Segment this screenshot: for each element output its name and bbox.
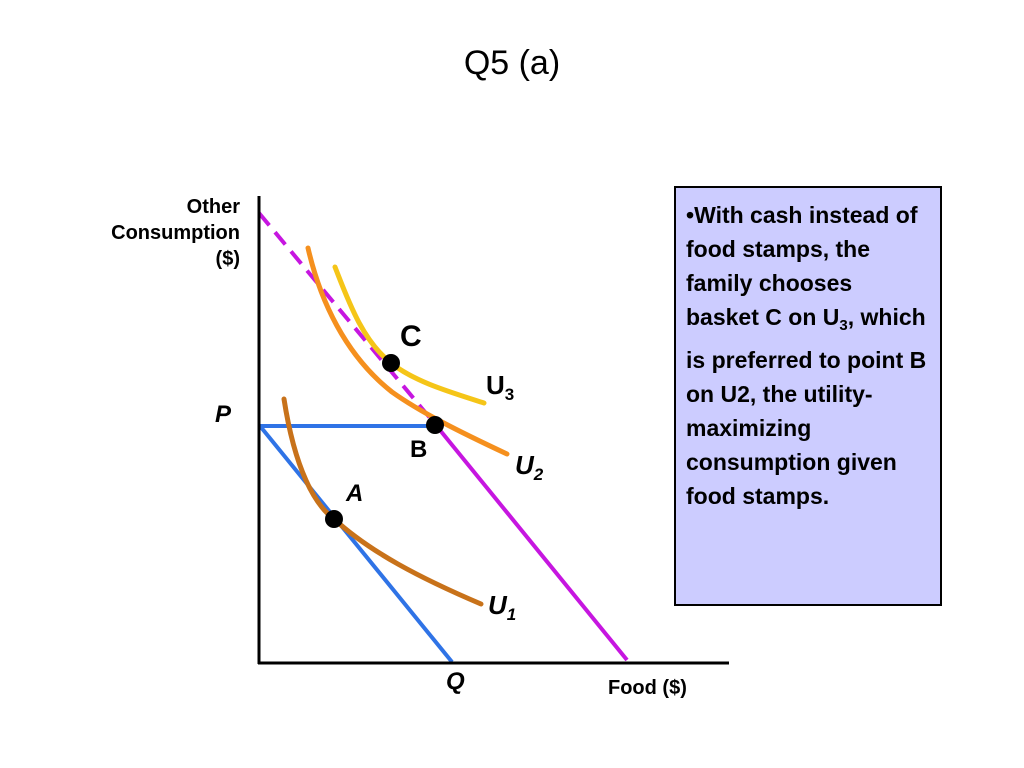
- note-text-before: With cash instead of food stamps, the fa…: [686, 202, 918, 330]
- y-axis-label-line: Other: [186, 196, 240, 218]
- u3-label: U3: [486, 370, 514, 405]
- indifference-curve-u1: [281, 396, 484, 607]
- point-b-marker: [426, 416, 444, 434]
- u2-label-sub: 2: [533, 465, 544, 484]
- u1-label-base: U: [488, 590, 507, 620]
- y-axis-label-line: Consumption: [111, 222, 240, 244]
- u1-label: U1: [488, 590, 516, 625]
- note-text-after: , which is preferred to point B on U2, t…: [686, 304, 927, 509]
- original-budget-line: [258, 424, 454, 664]
- note-subscript: 3: [839, 317, 848, 334]
- page-title: Q5 (a): [463, 44, 561, 82]
- y-axis-label: Other Consumption ($): [111, 194, 240, 272]
- u3-label-base: U: [486, 370, 505, 400]
- point-c-label: C: [400, 320, 422, 353]
- u3-label-sub: 3: [504, 385, 515, 404]
- explanation-box: •With cash instead of food stamps, the f…: [674, 186, 942, 606]
- note-bullet: •: [686, 202, 695, 228]
- point-a-marker: [325, 510, 343, 528]
- cash-budget-line: [433, 422, 629, 662]
- u2-label: U2: [515, 450, 543, 485]
- x-tick-q-label: Q: [446, 668, 465, 695]
- y-tick-p-label: P: [215, 401, 232, 428]
- indifference-curve-u2: [305, 245, 510, 457]
- point-a-label: A: [346, 480, 364, 507]
- point-c-marker: [382, 354, 400, 372]
- u2-label-base: U: [515, 450, 534, 480]
- y-axis-label-line: ($): [215, 248, 240, 270]
- cash-budget-line-extension: [257, 211, 437, 426]
- u1-label-sub: 1: [506, 605, 517, 624]
- x-axis-label: Food ($): [608, 677, 687, 699]
- point-b-label: B: [410, 436, 428, 463]
